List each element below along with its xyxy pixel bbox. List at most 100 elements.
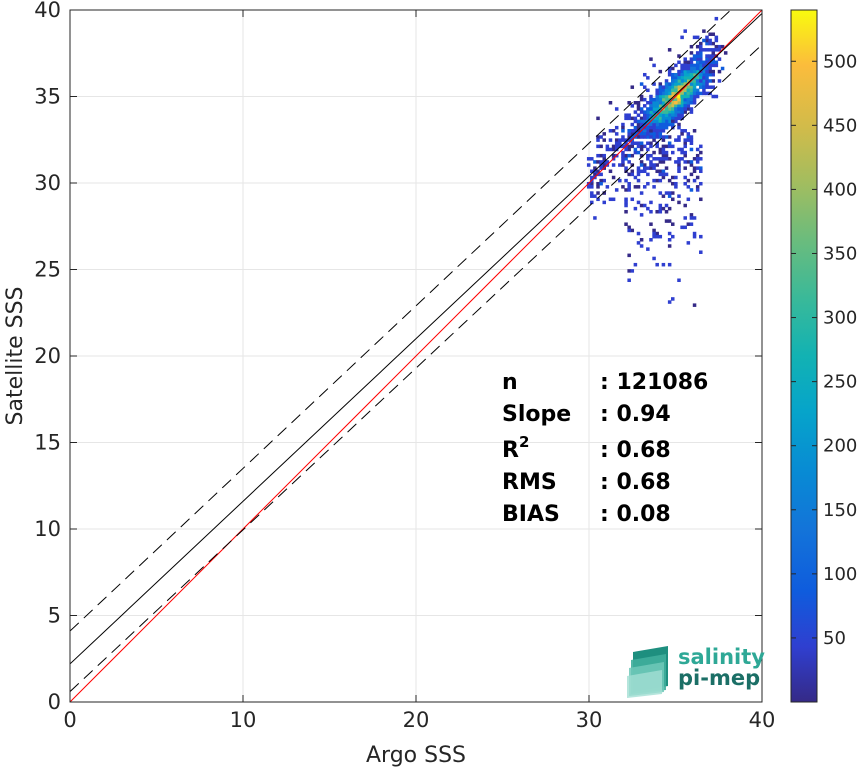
density-cell [677,163,681,167]
density-cell [686,197,691,202]
density-cell [683,29,687,33]
density-cell [683,57,687,61]
density-cell [714,35,719,40]
density-cell [639,116,644,121]
density-cell [658,88,663,93]
density-cell [652,125,656,130]
density-cell [602,178,607,183]
density-cell [642,203,647,208]
density-cell [680,116,684,121]
density-cell [699,41,703,46]
density-cell [677,113,681,117]
density-cell [692,178,697,183]
density-cell [642,116,647,121]
density-cell [649,97,653,102]
density-cell [686,160,691,164]
density-cell [686,138,691,142]
density-cell [627,269,631,273]
density-cell [686,94,691,99]
density-cell [646,76,650,80]
density-cell [655,125,659,130]
density-cell [639,141,644,145]
density-cell [671,181,675,186]
density-cell [708,54,712,58]
density-cell [649,163,653,167]
density-cell [590,185,594,189]
density-cell [702,69,706,74]
density-cell [711,32,715,37]
density-cell [661,157,666,161]
colorbar-tick-label: 350 [823,243,857,264]
density-cell [621,122,625,127]
density-cell [627,100,631,105]
density-cell [664,191,669,195]
density-cell [593,169,597,174]
density-cell [646,181,650,186]
density-cell [611,163,616,167]
density-cell [674,63,678,68]
density-cell [695,160,700,164]
density-cell [683,160,687,164]
stat-label: BIAS [502,502,560,527]
density-cell [652,107,656,111]
density-cell [711,94,715,99]
density-cell [633,262,638,267]
density-cell [649,141,653,145]
density-cell [699,166,703,170]
density-cell [692,97,697,102]
density-cell [658,178,663,183]
density-cell [699,44,703,49]
density-cell [689,85,694,89]
density-cell [633,132,638,136]
density-cell [661,125,666,130]
density-cell [692,303,697,307]
density-cell [636,104,641,108]
density-cell [649,209,653,214]
density-cell [689,216,694,220]
density-cell [646,247,650,251]
density-cell [624,203,628,208]
density-cell [692,129,697,133]
density-cell [689,138,694,142]
density-cell [674,119,678,124]
density-cell [649,132,653,136]
density-cell [642,97,647,102]
density-cell [689,97,694,102]
density-cell [689,63,694,68]
density-cell [652,119,656,124]
density-cell [689,107,694,111]
density-cell [705,48,709,52]
density-cell [642,135,647,139]
density-cell [683,76,687,80]
density-cell [636,231,641,236]
density-cell [680,69,684,74]
density-cell [671,144,675,149]
density-cell [636,185,641,189]
y-tick-label: 35 [34,85,61,109]
density-cell [680,66,684,71]
density-cell [655,178,659,183]
density-cell [695,76,700,80]
density-cell [705,82,709,86]
density-cell [689,163,694,167]
density-cell [639,213,644,217]
density-cell [677,72,681,77]
density-cell [621,138,625,142]
density-cell [649,135,653,139]
density-cell [599,153,603,158]
density-cell [674,100,678,105]
density-cell [627,172,631,177]
density-cell [674,88,678,93]
wave-stack-icon [627,646,668,698]
density-cell [596,138,600,142]
density-cell [664,122,669,127]
density-cell [664,116,669,121]
density-cell [633,116,638,121]
density-cell [667,191,672,195]
density-cell [692,85,697,89]
density-cell [680,94,684,99]
density-cell [677,194,681,198]
density-cell [671,104,675,108]
density-cell [658,206,663,211]
